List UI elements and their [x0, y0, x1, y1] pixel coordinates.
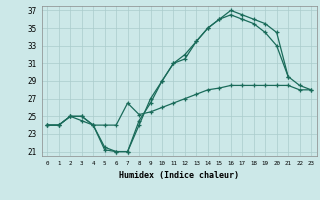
- X-axis label: Humidex (Indice chaleur): Humidex (Indice chaleur): [119, 171, 239, 180]
